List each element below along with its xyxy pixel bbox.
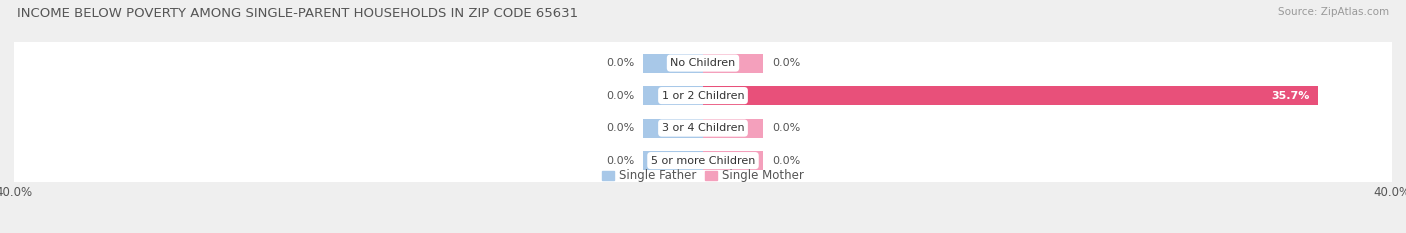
Legend: Single Father, Single Mother: Single Father, Single Mother bbox=[598, 164, 808, 187]
Text: 5 or more Children: 5 or more Children bbox=[651, 156, 755, 166]
Text: 35.7%: 35.7% bbox=[1271, 91, 1309, 101]
Text: INCOME BELOW POVERTY AMONG SINGLE-PARENT HOUSEHOLDS IN ZIP CODE 65631: INCOME BELOW POVERTY AMONG SINGLE-PARENT… bbox=[17, 7, 578, 20]
Text: 0.0%: 0.0% bbox=[606, 91, 634, 101]
Bar bbox=[643, 54, 703, 72]
FancyBboxPatch shape bbox=[8, 90, 1398, 166]
Bar bbox=[643, 119, 703, 137]
FancyBboxPatch shape bbox=[8, 122, 1398, 199]
Bar bbox=[703, 151, 763, 170]
Bar bbox=[643, 86, 703, 105]
Bar bbox=[703, 86, 1317, 105]
Text: 0.0%: 0.0% bbox=[606, 58, 634, 68]
Text: Source: ZipAtlas.com: Source: ZipAtlas.com bbox=[1278, 7, 1389, 17]
Text: 1 or 2 Children: 1 or 2 Children bbox=[662, 91, 744, 101]
Text: 0.0%: 0.0% bbox=[772, 123, 800, 133]
Bar bbox=[643, 151, 703, 170]
Bar bbox=[703, 119, 763, 137]
Bar bbox=[703, 54, 763, 72]
FancyBboxPatch shape bbox=[8, 25, 1398, 101]
Text: No Children: No Children bbox=[671, 58, 735, 68]
Text: 0.0%: 0.0% bbox=[772, 156, 800, 166]
Text: 0.0%: 0.0% bbox=[606, 123, 634, 133]
FancyBboxPatch shape bbox=[8, 57, 1398, 134]
Text: 0.0%: 0.0% bbox=[606, 156, 634, 166]
Text: 3 or 4 Children: 3 or 4 Children bbox=[662, 123, 744, 133]
Text: 0.0%: 0.0% bbox=[772, 58, 800, 68]
